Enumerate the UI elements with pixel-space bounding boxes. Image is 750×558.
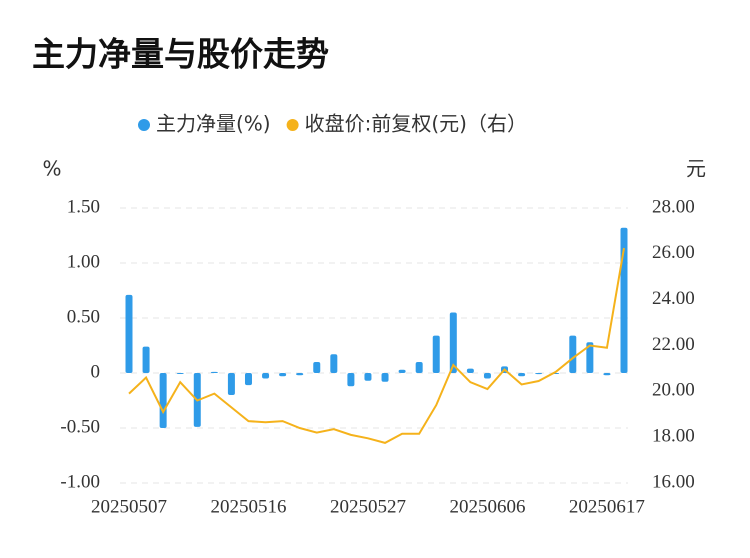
bar — [313, 362, 321, 373]
bar — [330, 354, 338, 373]
x-tick-label: 20250617 — [569, 496, 645, 517]
bar — [603, 373, 611, 376]
y-tick-label: 0.50 — [67, 306, 100, 327]
y2-tick-label: 16.00 — [652, 471, 695, 492]
bar — [586, 342, 594, 373]
y2-tick-label: 28.00 — [652, 196, 695, 217]
legend-label: 收盘价:前复权(元)（右） — [305, 112, 527, 136]
y-tick-label: -0.50 — [60, 416, 100, 437]
bar — [279, 373, 287, 377]
x-tick-label: 20250527 — [330, 496, 406, 517]
y2-tick-label: 22.00 — [652, 334, 695, 355]
line — [128, 247, 625, 444]
bar — [296, 373, 304, 376]
x-tick-label: 20250606 — [449, 496, 525, 517]
y-unit: % — [42, 157, 61, 181]
bar — [415, 362, 423, 373]
legend-marker — [286, 119, 299, 131]
bar — [142, 346, 150, 373]
bar — [347, 373, 355, 387]
bar — [535, 373, 543, 375]
y-tick-label: -1.00 — [60, 471, 100, 492]
bar — [176, 373, 184, 374]
bar — [227, 373, 235, 395]
y2-tick-label: 20.00 — [652, 380, 695, 401]
y2-unit: 元 — [686, 157, 706, 181]
bar — [449, 312, 457, 373]
bar — [466, 368, 474, 373]
bar — [244, 373, 252, 386]
bar — [262, 373, 270, 379]
legend-marker — [138, 119, 150, 131]
bar — [364, 373, 372, 381]
bar — [518, 373, 526, 377]
y2-tick-label: 18.00 — [652, 426, 695, 447]
chart-title: 主力净量与股价走势 — [32, 35, 329, 74]
bar — [159, 373, 167, 428]
y2-tick-label: 24.00 — [652, 288, 695, 309]
x-tick-label: 20250507 — [91, 496, 167, 517]
bar — [381, 373, 389, 382]
y-tick-label: 1.50 — [67, 196, 100, 217]
y-tick-label: 0 — [91, 361, 101, 382]
bar — [398, 369, 406, 373]
bar — [569, 335, 577, 373]
y-tick-label: 1.00 — [67, 251, 100, 272]
x-tick-label: 20250516 — [210, 496, 286, 517]
bar — [210, 371, 218, 373]
bar — [125, 294, 133, 373]
bar — [483, 373, 491, 379]
y2-tick-label: 26.00 — [652, 242, 695, 263]
bar — [432, 335, 440, 373]
legend-label: 主力净量(%) — [156, 112, 271, 136]
